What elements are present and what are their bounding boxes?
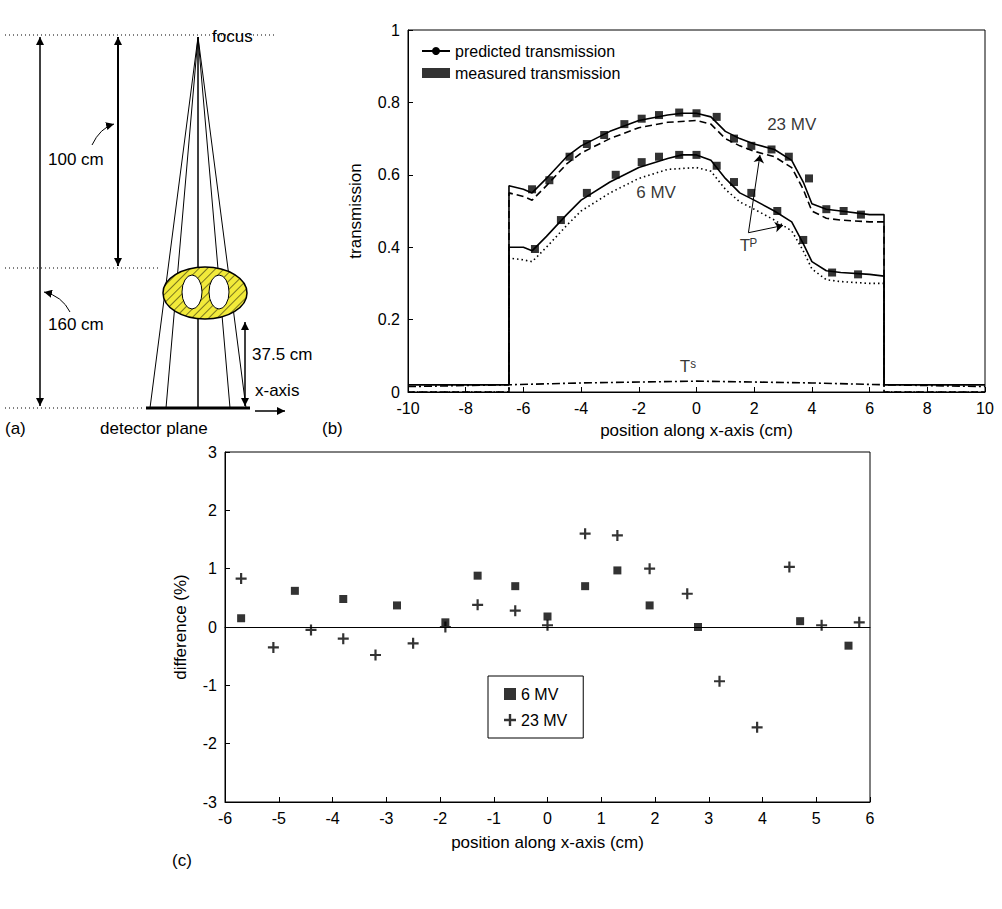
svg-text:position along x-axis (cm): position along x-axis (cm) [451, 833, 644, 852]
svg-text:Tˢ: Tˢ [680, 357, 696, 376]
svg-text:-6: -6 [516, 400, 530, 417]
svg-text:transmission: transmission [346, 163, 365, 258]
svg-text:-2: -2 [632, 400, 646, 417]
svg-text:detector plane: detector plane [100, 419, 208, 438]
svg-text:37.5 cm: 37.5 cm [252, 345, 312, 364]
svg-text:-2: -2 [433, 810, 447, 827]
svg-text:23 MV: 23 MV [767, 115, 817, 134]
svg-text:2: 2 [750, 400, 759, 417]
svg-text:2: 2 [651, 810, 660, 827]
svg-text:(b): (b) [322, 419, 343, 438]
svg-text:-10: -10 [396, 400, 419, 417]
svg-text:0: 0 [208, 619, 217, 636]
svg-text:predicted transmission: predicted transmission [455, 43, 615, 60]
svg-text:-3: -3 [379, 810, 393, 827]
svg-text:-4: -4 [325, 810, 339, 827]
svg-text:6 MV: 6 MV [521, 686, 559, 703]
svg-text:focus: focus [212, 27, 253, 46]
svg-text:-2: -2 [203, 735, 217, 752]
svg-text:position along x-axis (cm): position along x-axis (cm) [600, 421, 793, 440]
svg-text:-4: -4 [574, 400, 588, 417]
svg-text:Tᴾ: Tᴾ [740, 236, 758, 255]
svg-text:8: 8 [923, 400, 932, 417]
svg-text:x-axis: x-axis [255, 381, 299, 400]
svg-text:-6: -6 [218, 810, 232, 827]
svg-text:23 MV: 23 MV [521, 712, 568, 729]
svg-text:6: 6 [866, 810, 875, 827]
svg-text:160 cm: 160 cm [48, 315, 104, 334]
svg-text:1: 1 [597, 810, 606, 827]
svg-text:4: 4 [807, 400, 816, 417]
svg-text:1: 1 [391, 22, 400, 39]
svg-text:4: 4 [758, 810, 767, 827]
svg-text:-8: -8 [459, 400, 473, 417]
svg-text:difference (%): difference (%) [171, 574, 190, 680]
svg-text:2: 2 [208, 502, 217, 519]
svg-text:6: 6 [865, 400, 874, 417]
svg-text:-1: -1 [487, 810, 501, 827]
svg-text:(a): (a) [5, 419, 26, 438]
svg-text:(c): (c) [172, 851, 192, 870]
svg-text:100 cm: 100 cm [48, 150, 104, 169]
svg-text:10: 10 [976, 400, 994, 417]
svg-text:-5: -5 [272, 810, 286, 827]
svg-text:0.6: 0.6 [378, 166, 400, 183]
svg-text:0.8: 0.8 [378, 94, 400, 111]
svg-text:1: 1 [208, 560, 217, 577]
svg-text:5: 5 [812, 810, 821, 827]
svg-text:6 MV: 6 MV [636, 183, 676, 202]
svg-text:0.4: 0.4 [378, 239, 400, 256]
svg-text:0: 0 [543, 810, 552, 827]
svg-text:0: 0 [391, 384, 400, 401]
svg-text:0: 0 [692, 400, 701, 417]
svg-text:-1: -1 [203, 677, 217, 694]
svg-text:-3: -3 [203, 794, 217, 811]
svg-text:3: 3 [208, 444, 217, 461]
svg-text:0.2: 0.2 [378, 311, 400, 328]
svg-text:measured transmission: measured transmission [455, 65, 620, 82]
svg-text:3: 3 [704, 810, 713, 827]
